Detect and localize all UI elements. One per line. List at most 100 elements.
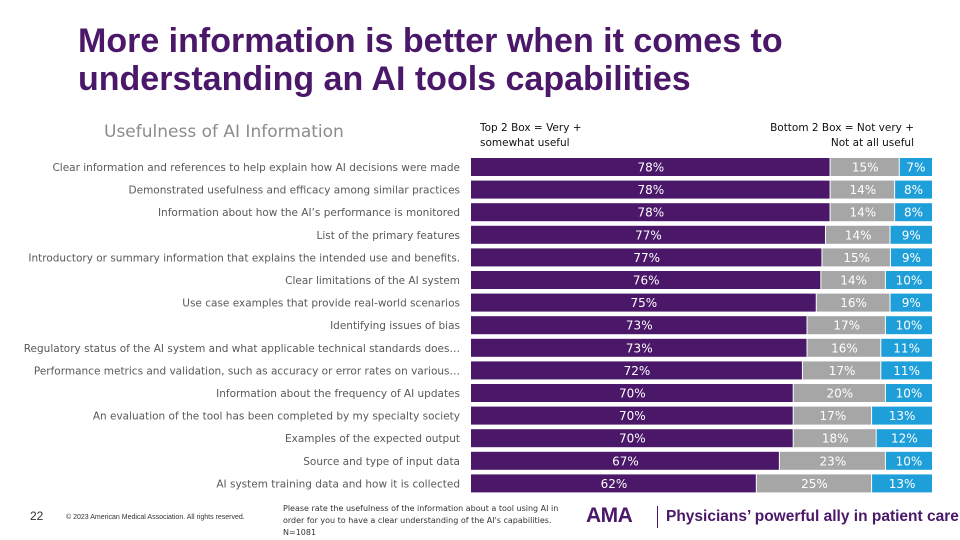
logo-divider [657, 506, 658, 528]
bar-segment-middle [825, 225, 890, 244]
data-label-middle: 15% [843, 251, 870, 265]
category-label: Information about the frequency of AI up… [216, 388, 460, 400]
data-label-middle: 14% [850, 183, 877, 197]
data-label-top2: 77% [635, 228, 662, 242]
category-label: Regulatory status of the AI system and w… [24, 343, 460, 355]
bar-segment-top2 [471, 316, 807, 335]
category-label: Source and type of input data [303, 456, 460, 468]
top2-legend-line-1: Top 2 Box = Very + [480, 122, 582, 134]
bar-segment-middle [816, 293, 890, 312]
bar-segment-bottom2 [890, 225, 932, 244]
bar-segment-middle [822, 248, 890, 267]
data-label-bottom2: 11% [893, 364, 920, 378]
bar-segment-top2 [471, 180, 830, 199]
data-label-bottom2: 13% [889, 409, 916, 423]
category-label: Use case examples that provide real-worl… [182, 298, 460, 310]
slide-title: More information is better when it comes… [78, 22, 938, 98]
bar-segment-bottom2 [885, 384, 932, 402]
data-label-top2: 78% [637, 206, 664, 220]
category-label: Examples of the expected output [285, 433, 460, 445]
bar-segment-bottom2 [899, 158, 932, 176]
bar-segment-top2 [471, 474, 756, 493]
page-number: 22 [30, 509, 44, 523]
data-label-bottom2: 10% [896, 454, 923, 468]
bar-segment-middle [793, 429, 876, 448]
bar-segment-top2 [471, 271, 821, 289]
data-label-middle: 20% [826, 387, 853, 401]
data-label-top2: 73% [626, 341, 653, 355]
bar-segment-middle [830, 203, 895, 222]
data-label-bottom2: 7% [906, 161, 925, 175]
footnote-line-3: N=1081 [283, 528, 317, 537]
bottom2-legend-line-1: Bottom 2 Box = Not very + [770, 122, 914, 134]
bar-segment-top2 [471, 406, 793, 425]
bar-segment-middle [793, 384, 885, 402]
data-label-top2: 77% [633, 251, 660, 265]
data-label-bottom2: 12% [891, 432, 918, 446]
bar-segment-top2 [471, 338, 807, 357]
data-label-top2: 76% [633, 274, 660, 288]
bar-segment-bottom2 [895, 203, 932, 222]
data-label-top2: 78% [637, 183, 664, 197]
category-label: Clear limitations of the AI system [285, 275, 460, 287]
bar-segment-top2 [471, 203, 830, 222]
category-label: Performance metrics and validation, such… [34, 365, 460, 377]
data-label-bottom2: 8% [904, 183, 923, 197]
bar-segment-bottom2 [890, 248, 932, 267]
bar-segment-top2 [471, 451, 779, 470]
bar-segment-bottom2 [885, 451, 932, 470]
category-label: Demonstrated usefulness and efficacy amo… [129, 185, 460, 197]
data-label-top2: 70% [619, 387, 646, 401]
category-label: Introductory or summary information that… [28, 252, 460, 264]
survey-footnote: Please rate the usefulness of the inform… [283, 503, 583, 539]
bar-segment-bottom2 [881, 361, 932, 380]
bar-segment-bottom2 [890, 293, 932, 312]
data-label-middle: 17% [829, 364, 856, 378]
category-label: An evaluation of the tool has been compl… [93, 411, 460, 423]
data-label-top2: 75% [631, 296, 658, 310]
data-label-middle: 14% [850, 206, 877, 220]
slide-title-line-1: More information is better when it comes… [78, 22, 783, 60]
ama-logo: AMA [586, 504, 633, 527]
bar-segment-bottom2 [895, 180, 932, 199]
bar-segment-bottom2 [872, 406, 932, 425]
bar-segment-bottom2 [876, 429, 932, 448]
data-label-bottom2: 10% [896, 319, 923, 333]
data-label-bottom2: 8% [904, 206, 923, 220]
bar-segment-middle [830, 180, 895, 199]
data-label-top2: 70% [619, 409, 646, 423]
data-label-top2: 62% [601, 477, 628, 491]
bar-segment-top2 [471, 158, 830, 176]
chart-title: Usefulness of AI Information [104, 122, 344, 142]
bar-segment-top2 [471, 225, 825, 244]
bar-segment-middle [821, 271, 885, 289]
data-label-middle: 17% [820, 409, 847, 423]
bar-segment-bottom2 [872, 474, 932, 493]
data-label-middle: 15% [852, 161, 879, 175]
bar-segment-middle [830, 158, 899, 176]
bar-segment-middle [802, 361, 881, 380]
data-label-bottom2: 9% [902, 228, 921, 242]
bar-segment-top2 [471, 384, 793, 402]
bar-segment-bottom2 [881, 338, 932, 357]
bar-segment-bottom2 [885, 271, 932, 289]
data-label-top2: 73% [626, 319, 653, 333]
bar-segment-top2 [471, 361, 802, 380]
data-label-middle: 16% [831, 341, 858, 355]
top2-box-legend: Top 2 Box = Very + somewhat useful [480, 121, 630, 151]
data-label-middle: 16% [840, 296, 867, 310]
category-label: List of the primary features [316, 230, 460, 242]
data-label-bottom2: 9% [902, 296, 921, 310]
data-label-middle: 25% [801, 477, 828, 491]
bar-segment-middle [807, 338, 881, 357]
footnote-line-1: Please rate the usefulness of the inform… [283, 504, 559, 513]
bar-segment-middle [756, 474, 872, 493]
data-label-top2: 72% [624, 364, 651, 378]
bar-segment-top2 [471, 248, 822, 267]
top2-legend-line-2: somewhat useful [480, 137, 570, 149]
data-label-bottom2: 9% [902, 251, 921, 265]
data-label-top2: 78% [637, 161, 664, 175]
bottom2-box-legend: Bottom 2 Box = Not very + Not at all use… [748, 121, 914, 151]
bar-segment-middle [807, 316, 885, 335]
